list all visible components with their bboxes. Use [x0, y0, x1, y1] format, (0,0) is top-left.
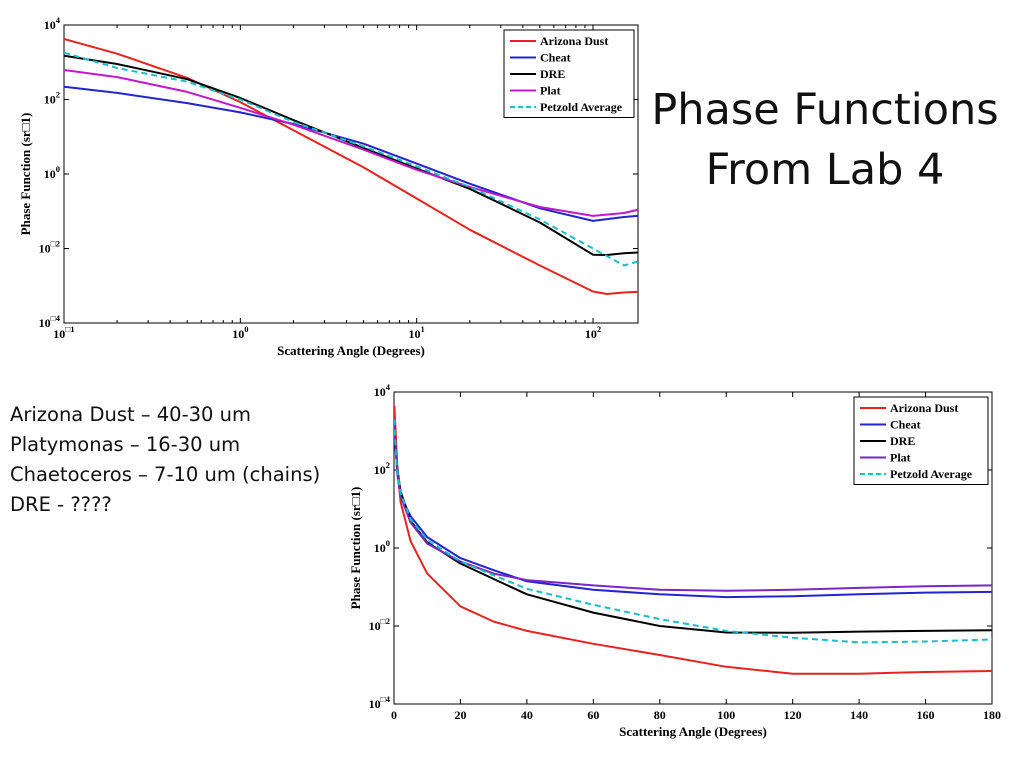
slide-title-line: From Lab 4: [705, 145, 945, 195]
y-tick-label: 10□4: [369, 694, 391, 711]
y-tick-label: 100: [44, 164, 60, 181]
x-axis-label: Scattering Angle (Degrees): [619, 724, 767, 739]
x-tick-label: 0: [391, 708, 397, 722]
x-tick-label: 180: [983, 708, 1001, 722]
legend-label: Petzold Average: [890, 467, 973, 481]
x-tick-label: 140: [850, 708, 868, 722]
y-axis-label: Phase Function (sr□1): [18, 113, 33, 236]
x-axis-label: Scattering Angle (Degrees): [277, 343, 425, 358]
y-tick-label: 104: [374, 382, 391, 399]
legend-label: Arizona Dust: [540, 34, 608, 48]
x-tick-label: 101: [409, 324, 425, 341]
y-tick-label: 102: [374, 460, 390, 477]
legend-label: DRE: [890, 434, 915, 448]
legend-label: DRE: [540, 67, 565, 81]
series-line-plat: [64, 69, 638, 217]
y-tick-label: 10□4: [39, 313, 61, 330]
series-line-petzold-average: [394, 419, 992, 644]
x-tick-label: 160: [917, 708, 935, 722]
x-tick-label: 40: [521, 708, 533, 722]
note-line: DRE - ????: [10, 493, 112, 516]
legend-label: Petzold Average: [540, 100, 623, 114]
y-tick-label: 102: [44, 90, 60, 107]
series-line-petzold-average: [64, 51, 638, 267]
legend-label: Plat: [890, 451, 911, 465]
x-tick-label: 10□1: [53, 324, 74, 341]
legend-label: Arizona Dust: [890, 401, 958, 415]
series-line-cheat: [64, 85, 638, 222]
note-line: Chaetoceros – 7-10 um (chains): [10, 463, 321, 486]
x-tick-label: 100: [232, 324, 248, 341]
legend-label: Cheat: [890, 418, 921, 432]
y-axis-label: Phase Function (sr□1): [348, 487, 363, 610]
legend: Arizona Dust Cheat DRE Plat Petzold Average: [853, 396, 989, 485]
note-line: Platymonas – 16-30 um: [10, 433, 241, 456]
note-line: Arizona Dust – 40-30 um: [10, 403, 251, 426]
x-tick-label: 80: [654, 708, 666, 722]
legend-label: Cheat: [540, 51, 571, 65]
sample-notes: Arizona Dust – 40-30 um Platymonas – 16-…: [10, 400, 320, 520]
slide-title-line: Phase Functions: [651, 85, 999, 135]
legend-box: [853, 396, 989, 485]
linear-angle-phase-chart: 0 20 40 60 80 100 120 140 160 180 10□4 10□2 100 102 10…: [348, 382, 1001, 739]
y-tick-label: 10□2: [39, 239, 60, 256]
y-tick-label: 10□2: [369, 616, 390, 633]
x-tick-label: 100: [717, 708, 735, 722]
x-tick-label: 20: [454, 708, 466, 722]
series-line-arizona-dust: [64, 38, 638, 295]
slide-title: Phase Functions From Lab 4: [640, 80, 1010, 200]
log-log-phase-chart: 10□1 100 101 102 10□4 10□2 100 102 104 Scattering…: [18, 15, 639, 358]
x-tick-label: 120: [784, 708, 802, 722]
x-tick-label: 60: [587, 708, 599, 722]
x-tick-label: 102: [585, 324, 601, 341]
legend-label: Plat: [540, 84, 561, 98]
legend: Arizona Dust Cheat DRE Plat Petzold Average: [503, 29, 635, 118]
y-tick-label: 100: [374, 538, 390, 555]
y-tick-label: 104: [44, 15, 61, 32]
